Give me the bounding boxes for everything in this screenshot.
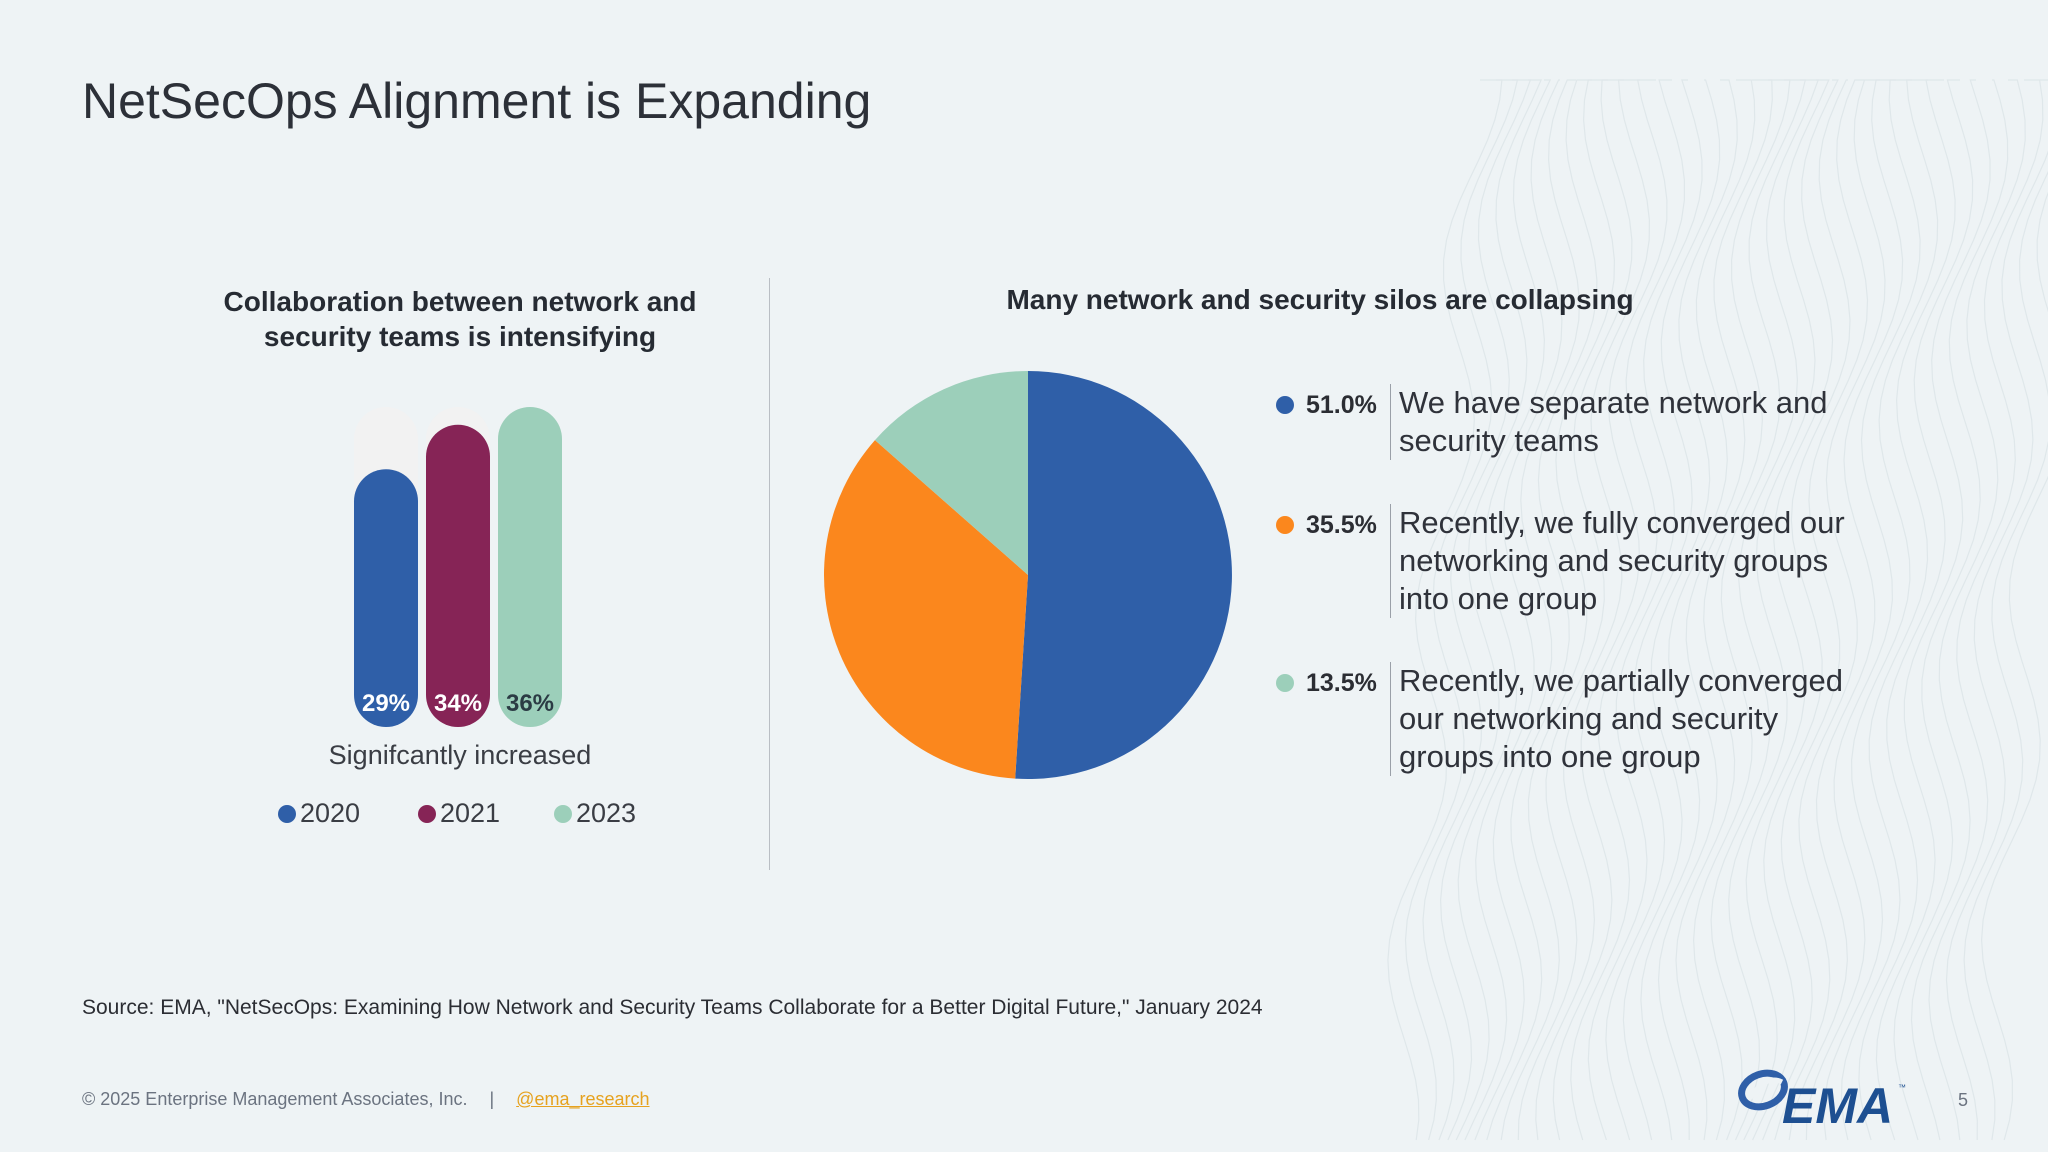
legend-dot-2021	[418, 804, 436, 823]
footer: © 2025 Enterprise Management Associates,…	[82, 1089, 650, 1110]
page-number: 5	[1958, 1090, 1969, 1110]
pie-legend-dot-mint	[1276, 674, 1294, 692]
footer-social-link[interactable]: @ema_research	[516, 1089, 650, 1109]
pie-legend-pct: 13.5%	[1306, 669, 1377, 697]
bar-2021	[426, 424, 490, 727]
pie-slice-2	[823, 440, 1028, 779]
legend-dot-2020	[278, 804, 296, 823]
pie-legend-text: Recently, we fully converged our network…	[1399, 505, 1845, 616]
logo-wordmark: EMA	[1782, 1078, 1893, 1128]
bar-chart-heading: Collaboration between network and securi…	[150, 284, 770, 354]
pie-legend-pct: 35.5%	[1306, 511, 1377, 539]
pie-legend-dot-blue	[1276, 396, 1294, 414]
bar-category-label: Signifcantly increased	[328, 740, 592, 770]
pie-legend-item-partially-converged: 13.5% Recently, we partially converged o…	[1276, 662, 1859, 776]
bar-chart: 29% 34% 36%	[354, 407, 562, 727]
logo-trademark: ™	[1898, 1083, 1906, 1092]
pie-legend-item-fully-converged: 35.5% Recently, we fully converged our n…	[1276, 504, 1859, 618]
pie-legend-separator	[1390, 662, 1391, 776]
pie-legend-text: We have separate network and security te…	[1399, 385, 1828, 458]
source-citation: Source: EMA, "NetSecOps: Examining How N…	[82, 996, 1263, 1019]
bar-2023	[498, 407, 562, 727]
slide-title: NetSecOps Alignment is Expanding	[82, 73, 872, 129]
ema-logo: EMA ™	[1738, 1069, 1906, 1128]
legend-dot-2023	[554, 804, 572, 823]
bar-value-label-2020: 29%	[362, 690, 410, 717]
pie-chart	[823, 371, 1232, 779]
legend-label-2023: 2023	[576, 798, 637, 828]
bar-heading-line-2: security teams is intensifying	[263, 321, 657, 352]
pie-slice-3	[874, 371, 1028, 575]
section-divider	[769, 278, 770, 870]
legend-item-2021: 2021	[418, 798, 500, 829]
legend-label-2021: 2021	[440, 798, 501, 828]
pie-legend-separator	[1390, 384, 1391, 460]
pie-slice-1	[1015, 371, 1232, 779]
pie-legend-text: Recently, we partially converged our net…	[1399, 663, 1843, 774]
pie-legend-item-separate: 51.0% We have separate network and secur…	[1276, 384, 1859, 460]
pie-legend-pct: 51.0%	[1306, 391, 1377, 419]
pie-legend-separator	[1390, 504, 1391, 618]
legend-item-2023: 2023	[554, 798, 636, 829]
legend-item-2020: 2020	[278, 798, 360, 829]
legend-label-2020: 2020	[300, 798, 361, 828]
footer-separator: |	[489, 1089, 495, 1109]
pie-legend-dot-orange	[1276, 516, 1294, 534]
bar-value-label-2021: 34%	[434, 690, 482, 717]
bar-2020	[354, 469, 418, 727]
bar-value-label-2023: 36%	[506, 690, 554, 717]
bar-heading-line-1: Collaboration between network and	[223, 286, 697, 317]
pie-chart-heading: Many network and security silos are coll…	[1006, 284, 1634, 315]
footer-copyright: © 2025 Enterprise Management Associates,…	[82, 1089, 468, 1109]
